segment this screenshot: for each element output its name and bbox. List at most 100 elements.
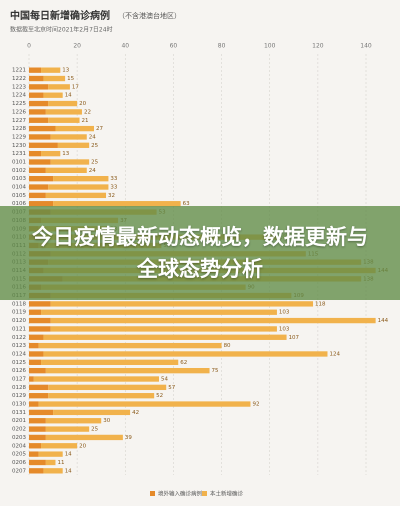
data-label: 24	[89, 168, 96, 174]
x-tick-label: 100	[264, 43, 276, 50]
data-label: 14	[65, 468, 72, 474]
bar-segment	[48, 84, 70, 90]
data-label: 39	[125, 435, 132, 441]
bar-segment	[29, 150, 42, 157]
bar-segment	[55, 125, 94, 132]
legend-swatch	[150, 491, 155, 496]
y-tick-label: 1221	[12, 68, 26, 74]
y-tick-label: 0201	[12, 418, 26, 424]
data-label: 15	[67, 76, 74, 82]
bar-segment	[45, 367, 210, 374]
data-label: 54	[161, 377, 168, 383]
bar-segment	[29, 142, 58, 148]
y-tick-label: 0121	[12, 326, 26, 332]
data-label: 118	[315, 301, 326, 307]
bar-segment	[29, 100, 49, 107]
x-tick-label: 120	[312, 43, 324, 50]
y-tick-label: 1225	[12, 101, 26, 107]
chart-title: 中国每日新增确诊病例	[10, 9, 110, 22]
bar-segment	[29, 384, 49, 391]
bar-segment	[43, 92, 63, 98]
data-label: 107	[289, 335, 300, 341]
bar-segment	[29, 418, 46, 424]
y-tick-label: 0127	[12, 377, 26, 383]
x-tick-label: 40	[121, 43, 129, 50]
data-label: 63	[183, 201, 190, 207]
data-label: 11	[57, 460, 64, 466]
x-tick-label: 80	[218, 43, 226, 50]
bar-segment	[29, 434, 46, 441]
bar-segment	[29, 468, 44, 474]
bar-segment	[38, 451, 63, 457]
bar-segment	[45, 418, 102, 424]
bar-segment	[38, 401, 251, 407]
bar-segment	[29, 376, 34, 382]
bar-segment	[57, 142, 90, 148]
data-label: 57	[168, 385, 175, 391]
bar-segment	[29, 117, 49, 123]
y-tick-label: 0206	[12, 460, 26, 466]
bar-segment	[29, 75, 44, 82]
data-label: 32	[108, 193, 115, 199]
data-label: 24	[89, 134, 96, 140]
bar-segment	[38, 342, 222, 349]
data-label: 20	[79, 443, 86, 449]
data-label: 17	[72, 84, 79, 90]
bar-segment	[29, 334, 44, 340]
y-tick-label: 0125	[12, 360, 26, 366]
data-label: 124	[329, 351, 340, 357]
bar-segment	[29, 67, 42, 73]
bar-segment	[29, 342, 39, 349]
bar-segment	[45, 426, 90, 432]
bar-segment	[45, 167, 87, 174]
data-label: 33	[110, 185, 117, 191]
data-label: 22	[84, 109, 91, 115]
bar-segment	[50, 134, 87, 140]
bar-segment	[29, 201, 54, 207]
banner-text: 今日疫情最新动态概览，数据更新与全球态势分析	[32, 225, 368, 281]
y-tick-label: 0124	[12, 351, 26, 357]
y-tick-label: 0101	[12, 159, 26, 165]
bar-segment	[45, 192, 107, 199]
bar-segment	[43, 334, 287, 340]
bar-segment	[29, 359, 42, 365]
y-tick-label: 1223	[12, 84, 26, 90]
bar-segment	[41, 443, 78, 449]
y-tick-label: 1228	[12, 126, 26, 132]
y-tick-label: 0118	[12, 301, 26, 307]
y-tick-label: 1224	[12, 93, 26, 99]
bar-segment	[53, 176, 109, 182]
bar-segment	[29, 443, 42, 449]
x-tick-label: 20	[73, 43, 81, 50]
y-tick-label: 0123	[12, 343, 26, 349]
bar-segment	[48, 117, 80, 123]
data-label: 25	[91, 159, 98, 165]
data-label: 42	[132, 410, 139, 416]
y-tick-label: 0129	[12, 393, 26, 399]
bar-segment	[29, 167, 46, 174]
data-label: 13	[62, 68, 69, 74]
bar-segment	[41, 359, 179, 365]
bar-segment	[29, 301, 51, 307]
data-label: 20	[79, 101, 86, 107]
bar-segment	[29, 401, 39, 407]
bar-segment	[41, 67, 61, 73]
bar-segment	[43, 351, 328, 357]
data-label: 30	[103, 418, 110, 424]
data-label: 27	[96, 126, 103, 132]
y-tick-label: 0103	[12, 176, 26, 182]
data-label: 144	[378, 318, 389, 324]
bar-segment	[48, 384, 167, 391]
legend-swatch	[202, 491, 207, 496]
bar-segment	[29, 125, 56, 132]
y-tick-label: 1227	[12, 118, 26, 124]
y-tick-label: 1229	[12, 134, 26, 140]
bar-segment	[41, 309, 277, 315]
bar-segment	[29, 351, 44, 357]
x-tick-label: 0	[27, 43, 31, 50]
y-tick-label: 0120	[12, 318, 26, 324]
y-tick-label: 0131	[12, 410, 26, 416]
bar-segment	[45, 434, 123, 441]
y-tick-label: 0130	[12, 402, 26, 408]
